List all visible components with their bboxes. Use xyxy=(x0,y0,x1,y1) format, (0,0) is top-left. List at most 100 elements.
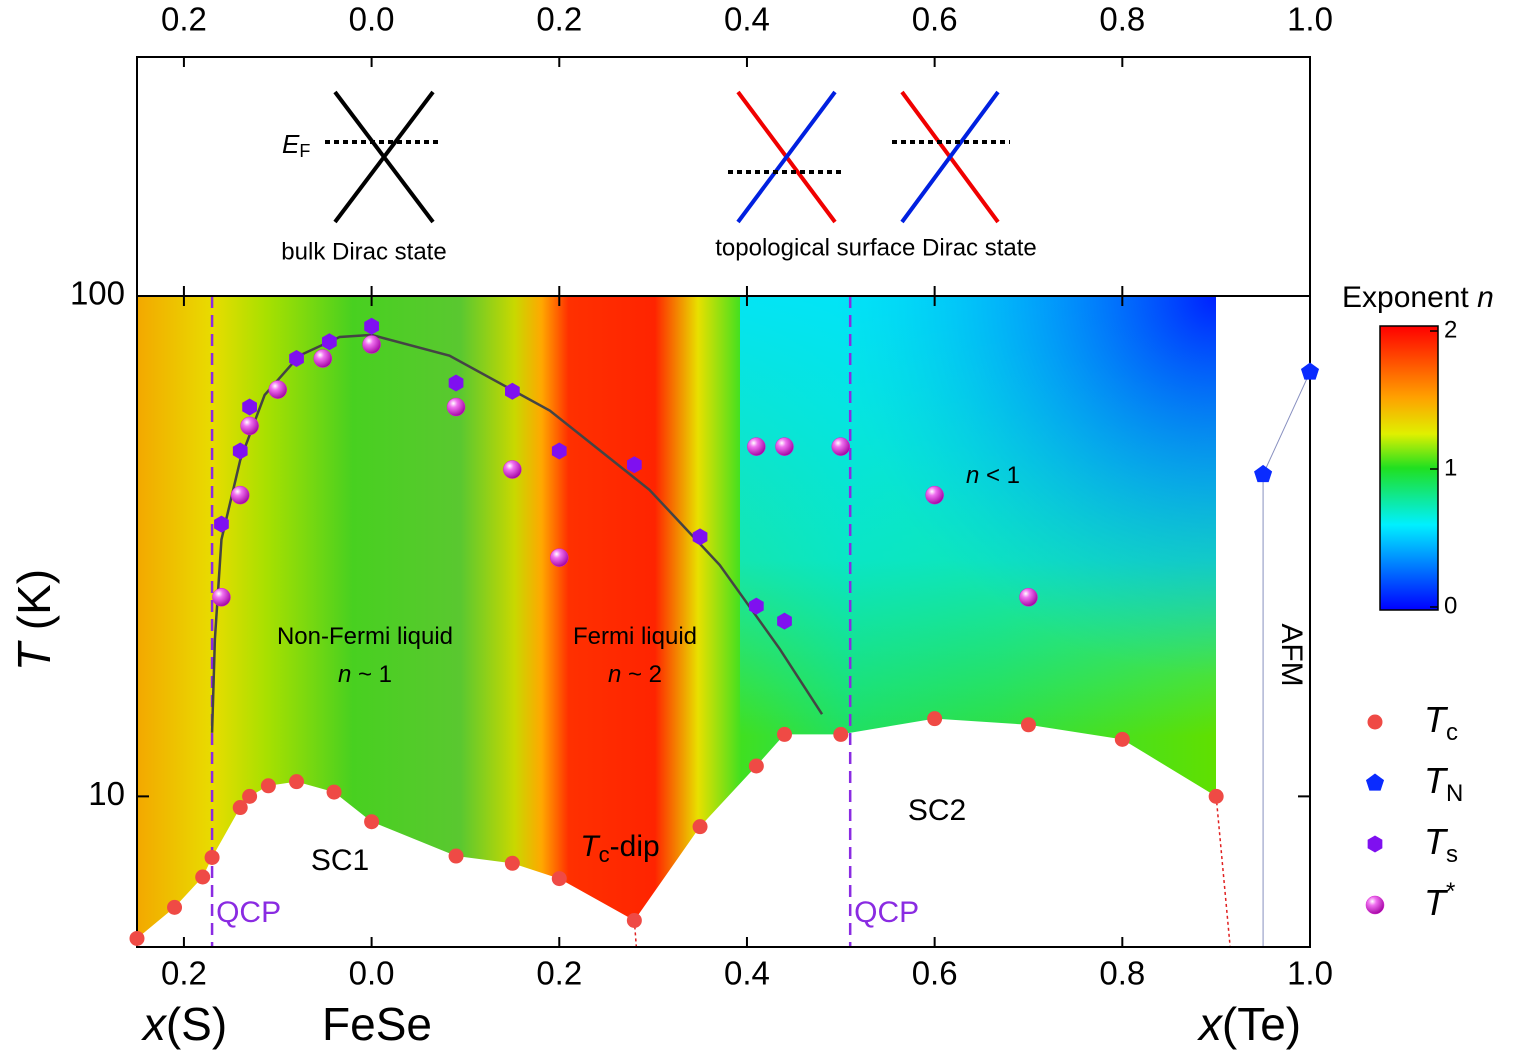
legend-sub: N xyxy=(1446,780,1463,807)
legend-label: Tc xyxy=(1424,699,1458,747)
x-tick-label: 0.4 xyxy=(724,955,770,992)
tn-point xyxy=(1254,464,1273,483)
tc-point xyxy=(504,855,520,871)
ts-point xyxy=(214,515,229,533)
tc-point xyxy=(448,848,464,864)
x-label-right: x(Te) xyxy=(1197,998,1301,1050)
ts-point xyxy=(232,442,248,460)
x-label-left: x(S) xyxy=(141,998,227,1050)
ts-point xyxy=(504,382,520,400)
x-tick-label: 0.0 xyxy=(349,955,395,992)
y-label-symbol: T xyxy=(8,640,60,671)
tstar-point xyxy=(212,588,231,607)
x-tick-label-top: 0.8 xyxy=(1099,1,1145,38)
colorbar-symbol: n xyxy=(1477,281,1494,314)
x-label-center: FeSe xyxy=(322,998,432,1050)
x-tick-label-top: 0.4 xyxy=(724,1,770,38)
tstar-point xyxy=(446,397,466,417)
annotation-sub: c xyxy=(599,842,610,867)
tc-point xyxy=(1020,717,1036,733)
colorbar-tick-label: 0 xyxy=(1444,592,1457,619)
x-tick-label-top: 0.2 xyxy=(161,1,207,38)
tc-point xyxy=(289,774,305,790)
tstar-point xyxy=(1019,588,1038,607)
tc-point xyxy=(326,784,342,800)
dirac-line xyxy=(333,90,435,224)
legend-marker xyxy=(1365,773,1385,791)
tc-point xyxy=(1208,788,1224,804)
annotation: n ~ 1 xyxy=(338,661,392,688)
tc-point xyxy=(364,814,380,830)
legend-marker xyxy=(1367,835,1383,853)
x-tick-label-top: 0.6 xyxy=(912,1,958,38)
annotation: Tc-dip xyxy=(580,830,659,867)
dirac-diagrams xyxy=(325,90,1010,224)
annotation-text: -dip xyxy=(610,830,660,863)
tstar-point xyxy=(230,485,250,505)
ts-point xyxy=(242,398,257,416)
ts-point xyxy=(777,612,792,630)
colorbar-label: Exponent n xyxy=(1342,281,1494,314)
tc-extrapolation xyxy=(1215,796,1231,947)
annotation-text: AFM xyxy=(1275,623,1308,686)
annotation-text: < 1 xyxy=(979,462,1020,489)
legend-marker xyxy=(1365,895,1385,915)
annotation: SC2 xyxy=(908,794,966,827)
tc-point xyxy=(260,778,276,794)
annotation: Fermi liquid xyxy=(573,623,697,650)
tstar-point xyxy=(831,437,851,456)
x-tick-label-top: 1.0 xyxy=(1287,1,1333,38)
legend-label: TN xyxy=(1424,760,1463,808)
tc-point xyxy=(195,869,211,885)
ts-point xyxy=(364,317,379,335)
x-label-unit: (S) xyxy=(166,998,227,1050)
legend-sub: c xyxy=(1446,719,1458,746)
annotation-symbol: T xyxy=(580,830,601,863)
tc-point xyxy=(242,788,258,804)
annotation-text: Fermi liquid xyxy=(573,623,697,650)
legend-sup: * xyxy=(1446,878,1455,905)
legend-sub: s xyxy=(1446,841,1458,868)
ts-point xyxy=(322,333,337,351)
y-tick-label: 10 xyxy=(88,775,125,812)
annotation-text: ~ 2 xyxy=(621,661,662,688)
tstar-point xyxy=(240,416,259,436)
dirac-line xyxy=(736,90,837,224)
dirac-line xyxy=(900,90,1000,224)
tc-point xyxy=(776,726,792,742)
tstar-point xyxy=(775,437,794,456)
bulk-label: bulk Dirac state xyxy=(281,238,446,265)
tstar-point xyxy=(268,380,288,399)
ef-label: EF xyxy=(282,129,310,161)
qcp-label: QCP xyxy=(216,896,281,929)
tc-point xyxy=(204,849,220,865)
y-axis-label: T (K) xyxy=(8,569,60,671)
tstar-point xyxy=(747,437,766,456)
tstar-point xyxy=(313,349,333,368)
x-label-unit: (Te) xyxy=(1222,998,1301,1050)
x-tick-label: 0.8 xyxy=(1099,955,1145,992)
ts-point xyxy=(692,528,708,546)
x-tick-label-top: 0.0 xyxy=(349,1,395,38)
tc-point xyxy=(833,726,849,742)
y-tick-label: 100 xyxy=(70,275,125,312)
colorbar-tick-label: 1 xyxy=(1444,454,1457,481)
tc-point xyxy=(551,871,567,887)
tc-point xyxy=(748,758,764,774)
annotation: n < 1 xyxy=(966,462,1020,489)
tc-point xyxy=(927,711,943,727)
annotation-text: ~ 1 xyxy=(351,661,392,688)
tn-point xyxy=(1300,362,1320,380)
ts-point xyxy=(626,456,642,474)
surface-label: topological surface Dirac state xyxy=(715,234,1037,261)
annotation: AFM xyxy=(1275,623,1308,686)
annotation-text: Non-Fermi liquid xyxy=(277,623,453,650)
colorbar-title: Exponent xyxy=(1342,281,1477,314)
tstar-point xyxy=(362,335,381,354)
x-label-symbol: x xyxy=(1197,998,1224,1050)
legend-symbol: T xyxy=(1424,699,1449,740)
x-tick-label: 1.0 xyxy=(1287,955,1333,992)
y-label-unit: (K) xyxy=(8,569,60,643)
ts-point xyxy=(551,442,567,460)
tc-extrapolation xyxy=(633,920,638,947)
